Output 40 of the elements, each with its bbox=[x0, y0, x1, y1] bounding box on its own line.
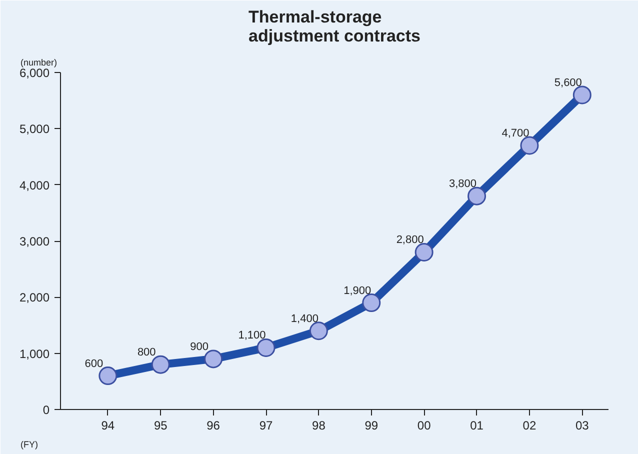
x-tick-label: 02 bbox=[522, 418, 536, 432]
point bbox=[98, 366, 118, 386]
x-tick-label: 99 bbox=[364, 418, 378, 432]
point bbox=[151, 355, 170, 374]
chart-title: Thermal-storage adjustment contracts bbox=[248, 8, 420, 46]
point bbox=[362, 294, 381, 312]
x-tick-label: 95 bbox=[154, 418, 168, 432]
data-label: 4,700 bbox=[502, 128, 530, 140]
data-label: 1,900 bbox=[344, 284, 372, 297]
point bbox=[572, 86, 592, 104]
y-tick-label: 4,000 bbox=[19, 178, 50, 192]
y-tick-label: 3,000 bbox=[19, 234, 50, 248]
data-label: 1,100 bbox=[238, 330, 266, 342]
data-label: 5,600 bbox=[554, 76, 582, 89]
point bbox=[414, 243, 434, 262]
data-label: 2,800 bbox=[396, 234, 424, 246]
x-tick-label: 96 bbox=[206, 418, 220, 432]
point bbox=[520, 136, 539, 155]
y-tick-label: 1,000 bbox=[19, 346, 50, 361]
x-tick-label: 03 bbox=[575, 418, 590, 432]
point bbox=[204, 350, 223, 368]
data-label: 3,800 bbox=[449, 178, 477, 190]
x-tick-label: 94 bbox=[101, 418, 115, 432]
x-tick-label: 97 bbox=[259, 418, 273, 432]
y-axis-title: (number) bbox=[20, 58, 58, 68]
x-tick-label: 98 bbox=[312, 418, 326, 432]
data-label: 800 bbox=[137, 346, 156, 359]
x-tick-label: 01 bbox=[470, 418, 484, 432]
data-label: 1,400 bbox=[290, 312, 318, 325]
point bbox=[309, 322, 328, 340]
x-tick-label: 00 bbox=[417, 418, 432, 432]
y-tick-label: 2,000 bbox=[19, 290, 50, 305]
y-tick-label: 6,000 bbox=[19, 66, 50, 80]
x-axis-title: (FY) bbox=[20, 440, 38, 450]
point bbox=[468, 186, 486, 206]
data-label: 900 bbox=[190, 340, 208, 353]
point bbox=[256, 338, 276, 357]
y-tick-label: 0 bbox=[42, 403, 50, 417]
data-label: 600 bbox=[84, 358, 104, 370]
y-tick-label: 5,000 bbox=[19, 122, 50, 136]
